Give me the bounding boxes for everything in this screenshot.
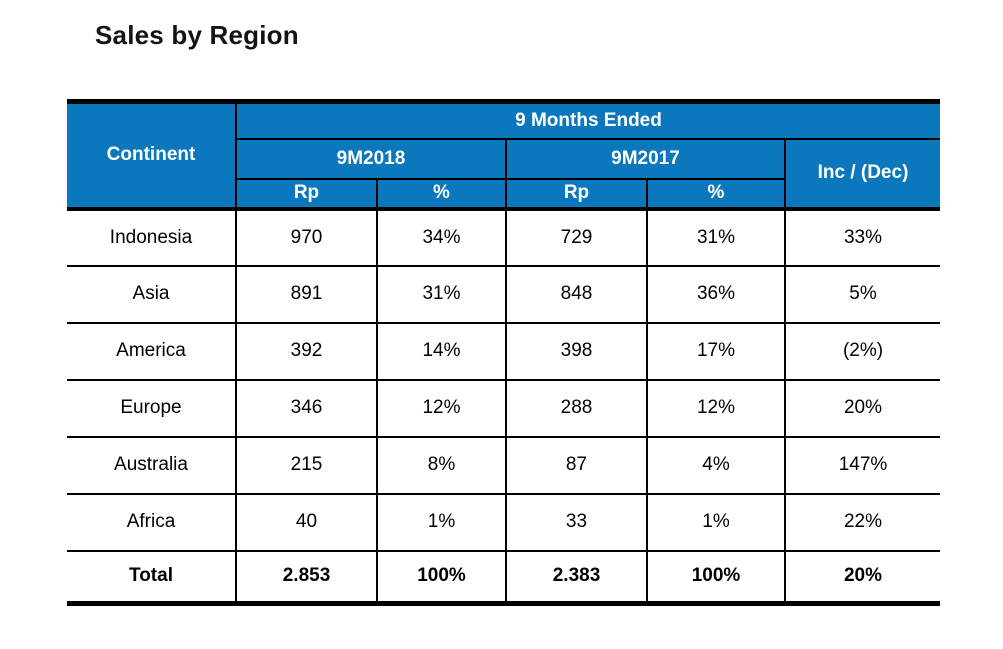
cell-pct-2018: 14% (376, 321, 507, 380)
header-cell-pct-2017: % (646, 177, 786, 211)
header-cell-9m2018: 9M2018 (235, 137, 507, 180)
cell-rp-2018: 40 (235, 492, 378, 551)
cell-pct-2017: 17% (646, 321, 786, 380)
cell-total-rp-2017: 2.383 (505, 549, 648, 604)
cell-rp-2017: 288 (505, 378, 648, 437)
cell-pct-2018: 31% (376, 264, 507, 323)
cell-total-inc-dec: 20% (784, 549, 940, 604)
cell-total-label: Total (67, 549, 237, 604)
cell-total-pct-2017: 100% (646, 549, 786, 604)
header-cell-rp-2017: Rp (505, 177, 648, 211)
cell-pct-2017: 36% (646, 264, 786, 323)
cell-pct-2017: 4% (646, 435, 786, 494)
cell-inc-dec: 5% (784, 264, 940, 323)
table-row-total: Total 2.853 100% 2.383 100% 20% (67, 549, 940, 604)
cell-inc-dec: 33% (784, 207, 940, 266)
header-row-periods: 9M2018 9M2017 Inc / (Dec) (67, 137, 940, 211)
cell-rp-2018: 346 (235, 378, 378, 437)
cell-rp-2018: 392 (235, 321, 378, 380)
header-cell-rp-2018: Rp (235, 177, 378, 211)
table-body: Indonesia 970 34% 729 31% 33% Asia 891 3… (67, 207, 940, 604)
table-row-europe: Europe 346 12% 288 12% 20% (67, 378, 940, 437)
header-row-units: Rp % Rp % (67, 177, 940, 211)
cell-continent: Europe (67, 378, 237, 437)
table-row-indonesia: Indonesia 970 34% 729 31% 33% (67, 207, 940, 266)
header-cell-9m2017: 9M2017 (505, 137, 786, 180)
table-row-africa: Africa 40 1% 33 1% 22% (67, 492, 940, 551)
cell-rp-2017: 398 (505, 321, 648, 380)
cell-rp-2018: 215 (235, 435, 378, 494)
cell-inc-dec: (2%) (784, 321, 940, 380)
cell-continent: Africa (67, 492, 237, 551)
cell-pct-2018: 12% (376, 378, 507, 437)
cell-rp-2018: 891 (235, 264, 378, 323)
cell-inc-dec: 147% (784, 435, 940, 494)
cell-continent: Indonesia (67, 207, 237, 266)
header-cell-months-ended: 9 Months Ended (235, 100, 940, 140)
cell-inc-dec: 22% (784, 492, 940, 551)
cell-rp-2017: 33 (505, 492, 648, 551)
table-row-asia: Asia 891 31% 848 36% 5% (67, 264, 940, 323)
cell-pct-2018: 1% (376, 492, 507, 551)
cell-continent: Asia (67, 264, 237, 323)
sales-by-region-table: Continent 9 Months Ended 9M2018 9M2017 I… (67, 99, 940, 606)
header-cell-continent: Continent (67, 100, 237, 211)
cell-pct-2018: 34% (376, 207, 507, 266)
header-row-months-ended: Continent 9 Months Ended (67, 100, 940, 211)
cell-rp-2017: 87 (505, 435, 648, 494)
cell-pct-2017: 12% (646, 378, 786, 437)
cell-rp-2018: 970 (235, 207, 378, 266)
cell-pct-2017: 31% (646, 207, 786, 266)
cell-inc-dec: 20% (784, 378, 940, 437)
cell-continent: America (67, 321, 237, 380)
table-row-america: America 392 14% 398 17% (2%) (67, 321, 940, 380)
table-header: Continent 9 Months Ended 9M2018 9M2017 I… (67, 100, 940, 211)
cell-pct-2017: 1% (646, 492, 786, 551)
cell-rp-2017: 729 (505, 207, 648, 266)
header-cell-inc-dec: Inc / (Dec) (784, 137, 940, 211)
cell-pct-2018: 8% (376, 435, 507, 494)
table-row-australia: Australia 215 8% 87 4% 147% (67, 435, 940, 494)
page-title: Sales by Region (95, 20, 299, 50)
cell-rp-2017: 848 (505, 264, 648, 323)
cell-total-pct-2018: 100% (376, 549, 507, 604)
cell-continent: Australia (67, 435, 237, 494)
header-cell-pct-2018: % (376, 177, 507, 211)
cell-total-rp-2018: 2.853 (235, 549, 378, 604)
